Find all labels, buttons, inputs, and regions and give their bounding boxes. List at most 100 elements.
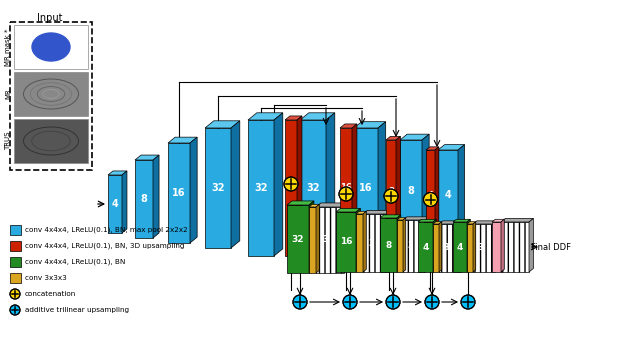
- Circle shape: [10, 305, 20, 315]
- Polygon shape: [386, 136, 401, 140]
- Text: 4: 4: [457, 243, 463, 252]
- Polygon shape: [396, 136, 401, 242]
- Polygon shape: [274, 113, 283, 256]
- Polygon shape: [418, 219, 436, 222]
- Polygon shape: [309, 207, 316, 273]
- Polygon shape: [168, 143, 190, 243]
- Polygon shape: [467, 222, 476, 224]
- Text: 16: 16: [172, 188, 186, 198]
- Text: 8: 8: [141, 194, 147, 204]
- Text: 32: 32: [285, 183, 297, 192]
- Polygon shape: [439, 224, 461, 272]
- Circle shape: [284, 177, 298, 191]
- FancyBboxPatch shape: [10, 257, 21, 267]
- FancyBboxPatch shape: [14, 72, 88, 116]
- Polygon shape: [400, 140, 422, 242]
- Polygon shape: [400, 134, 429, 140]
- Text: 3: 3: [408, 241, 413, 251]
- Polygon shape: [287, 201, 314, 205]
- Polygon shape: [356, 211, 366, 214]
- Polygon shape: [426, 147, 439, 150]
- FancyBboxPatch shape: [14, 119, 88, 163]
- Polygon shape: [501, 218, 533, 222]
- FancyBboxPatch shape: [14, 25, 88, 69]
- Polygon shape: [363, 210, 392, 214]
- Circle shape: [343, 295, 357, 309]
- Polygon shape: [316, 203, 349, 207]
- Text: 4: 4: [428, 190, 433, 199]
- Polygon shape: [422, 134, 429, 242]
- Polygon shape: [438, 150, 458, 240]
- Polygon shape: [453, 222, 467, 272]
- Polygon shape: [122, 171, 127, 233]
- Polygon shape: [388, 210, 392, 272]
- Polygon shape: [501, 219, 504, 272]
- Polygon shape: [316, 207, 344, 273]
- Polygon shape: [363, 214, 388, 272]
- Polygon shape: [354, 122, 386, 128]
- Polygon shape: [433, 219, 436, 272]
- Text: 16: 16: [340, 183, 352, 192]
- Polygon shape: [501, 222, 529, 272]
- Text: additive trilinear upsampling: additive trilinear upsampling: [25, 307, 129, 313]
- Polygon shape: [356, 214, 363, 272]
- Polygon shape: [309, 201, 314, 273]
- Polygon shape: [403, 218, 406, 272]
- Polygon shape: [453, 219, 470, 222]
- Polygon shape: [380, 215, 401, 218]
- FancyBboxPatch shape: [10, 241, 21, 251]
- Text: conv 4x4x4, LReLU(0.1), BN, 3D upsampling: conv 4x4x4, LReLU(0.1), BN, 3D upsamplin…: [25, 243, 184, 249]
- Polygon shape: [340, 124, 357, 128]
- Text: conv 4x4x4, LReLU(0.1), BN: conv 4x4x4, LReLU(0.1), BN: [25, 259, 125, 265]
- FancyBboxPatch shape: [10, 273, 21, 283]
- Polygon shape: [336, 212, 356, 272]
- Circle shape: [10, 289, 20, 299]
- Polygon shape: [297, 116, 302, 256]
- Text: 8: 8: [408, 186, 415, 196]
- Text: 8: 8: [388, 187, 394, 196]
- Text: 4: 4: [111, 199, 118, 209]
- Polygon shape: [467, 219, 470, 272]
- Circle shape: [461, 295, 475, 309]
- Text: 8: 8: [385, 240, 392, 250]
- Polygon shape: [397, 215, 401, 272]
- Text: TRUS: TRUS: [5, 132, 11, 150]
- Text: 32: 32: [211, 183, 225, 193]
- Polygon shape: [378, 122, 386, 248]
- Polygon shape: [397, 218, 406, 220]
- Polygon shape: [403, 217, 429, 220]
- Polygon shape: [287, 205, 309, 273]
- Polygon shape: [108, 175, 122, 233]
- Polygon shape: [439, 222, 442, 272]
- Polygon shape: [433, 224, 439, 272]
- Circle shape: [339, 187, 353, 201]
- Polygon shape: [205, 128, 231, 248]
- Polygon shape: [473, 222, 476, 272]
- Polygon shape: [300, 120, 326, 256]
- Polygon shape: [433, 222, 442, 224]
- Polygon shape: [435, 147, 439, 240]
- Text: 3: 3: [444, 244, 449, 252]
- Text: MR mask *: MR mask *: [5, 28, 11, 66]
- Polygon shape: [458, 145, 465, 240]
- Polygon shape: [386, 140, 396, 242]
- Polygon shape: [205, 121, 240, 128]
- Polygon shape: [352, 124, 357, 248]
- Circle shape: [386, 295, 400, 309]
- Polygon shape: [248, 113, 283, 120]
- Polygon shape: [285, 120, 297, 256]
- Polygon shape: [363, 211, 366, 272]
- Polygon shape: [135, 155, 159, 160]
- Text: 32: 32: [292, 234, 304, 244]
- Polygon shape: [495, 221, 499, 272]
- Polygon shape: [326, 113, 335, 256]
- Polygon shape: [340, 128, 352, 248]
- FancyBboxPatch shape: [10, 225, 21, 235]
- Text: Final DDF: Final DDF: [531, 243, 571, 252]
- Polygon shape: [309, 204, 319, 207]
- Text: 32: 32: [254, 183, 268, 193]
- Polygon shape: [473, 221, 499, 224]
- Polygon shape: [336, 208, 360, 212]
- Polygon shape: [438, 145, 465, 150]
- Text: MR: MR: [5, 89, 11, 99]
